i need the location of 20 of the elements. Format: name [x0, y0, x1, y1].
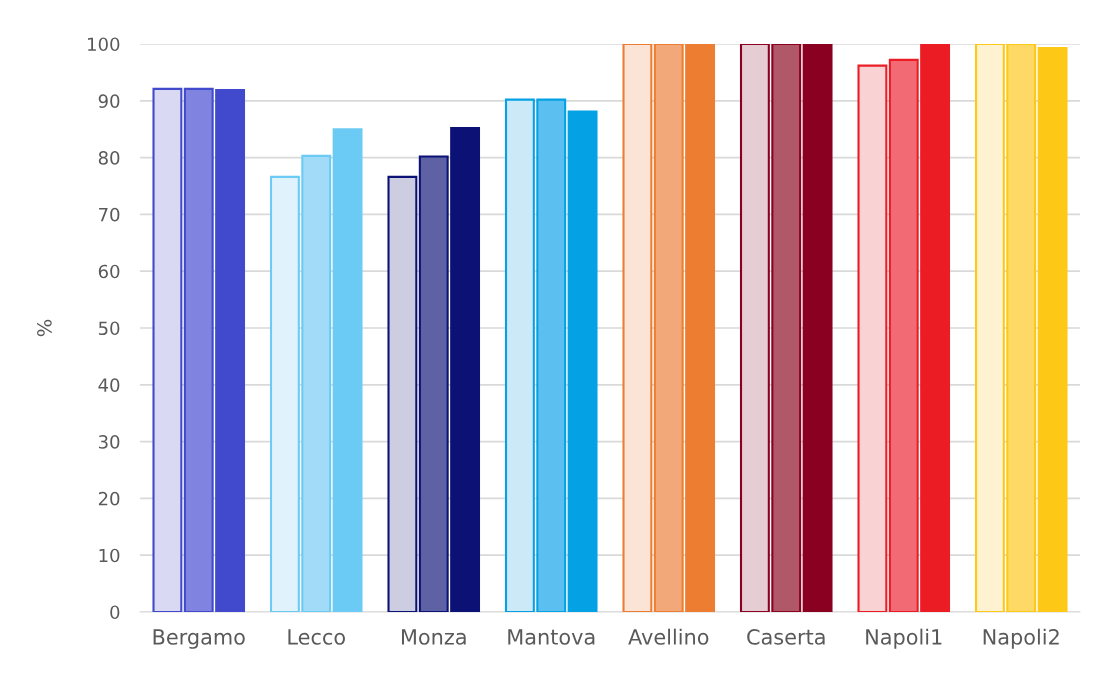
x-tick-label: Avellino	[628, 628, 709, 645]
x-tick-label: Monza	[401, 629, 466, 645]
x-tick-label: Caserta	[747, 629, 825, 645]
y-tick-label: 30	[98, 435, 120, 449]
x-tick-label: Napoli2	[983, 628, 1059, 649]
y-tick-label: 90	[98, 94, 120, 108]
x-tick-label: Mantova	[508, 629, 595, 645]
y-tick-label: 60	[98, 264, 120, 279]
x-tick-label: Lecco	[288, 629, 345, 645]
y-tick-label: 50	[98, 321, 120, 336]
y-tick-label: 0	[110, 605, 120, 620]
y-tick-label: 40	[98, 378, 120, 392]
y-tick-label: 20	[98, 491, 120, 506]
y-tick-label: 70	[99, 207, 120, 222]
x-tick-label: Napoli1	[866, 628, 942, 649]
x-tick-label: Bergamo	[153, 629, 245, 649]
y-tick-label: 10	[99, 548, 120, 563]
y-tick-label: 100	[88, 37, 120, 52]
y-tick-label: 80	[98, 151, 120, 165]
y-axis-title: %	[37, 319, 52, 337]
